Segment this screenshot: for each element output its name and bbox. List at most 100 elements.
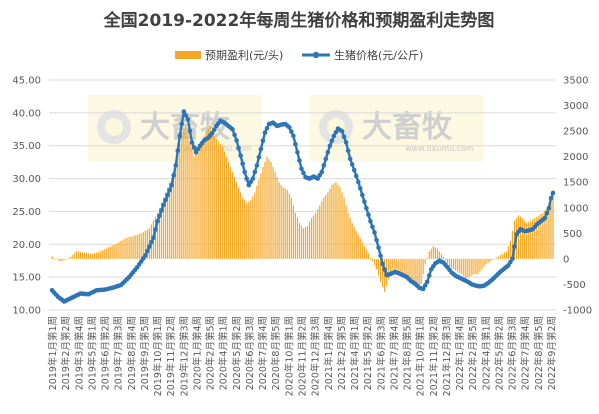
- profit-bar: [300, 225, 303, 259]
- profit-bar: [550, 197, 552, 259]
- price-point: [242, 169, 247, 175]
- x-axis-ticks: 2019年1月第1周 2019年2月第2周 2019年3月第4周 2019年5月第1周…: [47, 316, 558, 396]
- x-tick-label: 2019年2月第2周: [60, 316, 72, 390]
- price-point: [378, 253, 383, 259]
- profit-bar: [412, 258, 414, 284]
- profit-bar: [382, 258, 384, 287]
- profit-bar: [177, 156, 179, 259]
- x-tick-label: 2022年4月第1周: [480, 316, 492, 390]
- profit-bar: [112, 245, 114, 259]
- x-tick-label: 2020年2月第5周: [205, 316, 217, 390]
- profit-bar: [223, 151, 226, 259]
- left-tick-label: 10.00: [12, 306, 41, 317]
- profit-bar: [260, 173, 262, 259]
- right-tick-label: 0: [563, 254, 569, 265]
- price-point: [329, 138, 335, 144]
- profit-bar: [171, 177, 173, 259]
- profit-bar: [207, 128, 209, 259]
- profit-bar: [219, 143, 221, 259]
- profit-bar: [162, 197, 165, 259]
- price-point: [230, 126, 235, 132]
- x-tick-label: 2019年11月第2周: [165, 316, 177, 396]
- profit-bar: [57, 258, 59, 261]
- profit-bar: [195, 154, 197, 259]
- profit-bar: [308, 221, 311, 259]
- profit-bar: [542, 212, 544, 259]
- profit-bar: [424, 258, 426, 264]
- profit-bar: [126, 237, 128, 259]
- price-point: [333, 129, 339, 135]
- price-series: [49, 109, 556, 304]
- x-tick-label: 2020年4月第1周: [218, 316, 230, 390]
- profit-bar: [235, 182, 238, 259]
- price-point: [264, 126, 270, 131]
- profit-bar: [477, 258, 479, 275]
- profit-bar: [526, 223, 528, 259]
- profit-bar: [181, 131, 183, 259]
- profit-bar: [369, 257, 372, 259]
- profit-bar: [205, 131, 207, 259]
- profit-bar: [79, 251, 81, 259]
- x-tick-label: 2022年6月第3周: [507, 316, 519, 390]
- price-point: [185, 117, 191, 122]
- profit-bar: [450, 258, 453, 268]
- profit-bar: [327, 192, 329, 259]
- profit-bar: [414, 258, 416, 286]
- profit-bar: [298, 223, 301, 259]
- price-point: [382, 267, 387, 272]
- price-point: [177, 133, 183, 139]
- x-tick-label: 2022年5月第2周: [494, 316, 506, 390]
- profit-bar: [499, 255, 501, 259]
- price-point: [187, 128, 193, 134]
- profit-bar: [438, 251, 441, 259]
- profit-bar: [197, 151, 199, 259]
- profit-bar: [469, 258, 471, 277]
- price-point: [544, 210, 550, 216]
- x-tick-label: 2020年8月第5周: [270, 316, 282, 390]
- profit-bar: [193, 156, 195, 259]
- profit-bar: [493, 258, 495, 260]
- price-point: [250, 176, 256, 181]
- profit-bar: [420, 258, 422, 285]
- price-point: [325, 149, 331, 155]
- profit-bar: [410, 258, 412, 282]
- profit-bar: [483, 258, 485, 267]
- profit-bar: [248, 201, 250, 259]
- profit-bar: [540, 214, 542, 259]
- profit-bar: [140, 233, 142, 259]
- price-point: [246, 182, 252, 188]
- x-tick-label: 2019年12月第3周: [178, 316, 190, 396]
- profit-bar: [347, 212, 349, 259]
- x-tick-label: 2019年8月第4周: [126, 316, 138, 390]
- price-point: [508, 259, 513, 265]
- profit-bar: [481, 258, 483, 270]
- profit-bar: [335, 182, 337, 259]
- profit-bar: [501, 253, 503, 259]
- profit-bar: [209, 126, 211, 259]
- price-point: [546, 205, 552, 211]
- profit-bar: [432, 246, 434, 259]
- profit-bar: [118, 242, 120, 259]
- profit-bar: [408, 258, 410, 281]
- price-point: [153, 227, 158, 232]
- price-point: [169, 182, 174, 188]
- profit-bar: [404, 258, 406, 277]
- price-point: [368, 218, 373, 224]
- profit-bar: [440, 253, 443, 259]
- profit-bar: [272, 166, 274, 259]
- price-point: [181, 109, 187, 114]
- profit-bar: [191, 149, 193, 259]
- profit-bar: [507, 246, 509, 259]
- profit-bar: [203, 136, 205, 259]
- price-point: [155, 218, 160, 224]
- price-point: [189, 140, 195, 145]
- profit-bar: [71, 255, 73, 259]
- right-axis-ticks: -1000 -500 0 500 1000 1500 2000 2500 3000 3500: [563, 76, 592, 317]
- price-point: [380, 261, 385, 267]
- profit-bar: [292, 205, 294, 259]
- watermark-text: 大畜牧: [362, 110, 453, 145]
- profit-bar: [448, 258, 451, 267]
- price-point: [422, 283, 428, 288]
- profit-bar: [53, 257, 55, 259]
- profit-bar: [63, 258, 65, 261]
